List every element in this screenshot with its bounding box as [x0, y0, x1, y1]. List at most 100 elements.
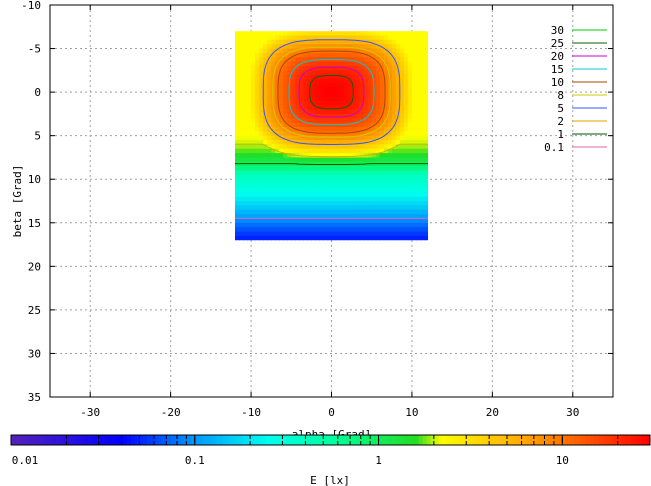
heat-cell [371, 192, 377, 198]
heat-cell [419, 209, 425, 215]
heat-cell [275, 44, 280, 50]
heat-cell [251, 218, 256, 224]
heat-cell [319, 96, 325, 102]
heat-cell [255, 126, 260, 132]
heat-cell [331, 113, 337, 119]
heat-cell [403, 157, 409, 163]
heat-cell [419, 170, 425, 176]
heat-cell [375, 122, 381, 128]
heat-cell [383, 222, 389, 228]
heat-cell [355, 218, 361, 224]
heat-cell [387, 227, 393, 233]
heat-cell [355, 92, 361, 98]
heat-cell [247, 92, 252, 98]
heat-cell [367, 100, 373, 106]
x-tick-label: 30 [566, 406, 579, 419]
heat-cell [375, 170, 381, 176]
heat-cell [375, 74, 381, 80]
heat-cell [291, 170, 296, 176]
heat-cell [379, 231, 385, 237]
heat-cell [395, 222, 401, 228]
heat-cell [267, 231, 272, 237]
heat-cell [234, 148, 240, 154]
heat-cell [283, 235, 288, 241]
heat-cell [239, 166, 244, 172]
heat-cell [351, 96, 357, 102]
heat-cell [303, 83, 308, 89]
heat-cell [311, 79, 317, 84]
heat-cell [399, 61, 405, 67]
heat-cell [283, 153, 288, 159]
heat-cell [315, 52, 321, 58]
heat-cell [411, 144, 417, 150]
heat-cell [259, 79, 264, 84]
heat-cell [359, 148, 365, 154]
heat-cell [283, 109, 288, 115]
heat-cell [339, 126, 345, 132]
heat-cell [367, 35, 373, 41]
colorbar-segment [86, 435, 92, 445]
heat-cell [275, 231, 280, 237]
heat-cell [411, 52, 417, 58]
colorbar-segment [166, 435, 172, 445]
heat-cell [259, 135, 264, 141]
colorbar-segment [566, 435, 571, 445]
heat-cell [291, 57, 296, 63]
heat-cell [327, 183, 333, 189]
heat-cell [247, 48, 252, 54]
heat-cell [415, 100, 421, 106]
heat-cell [363, 214, 369, 220]
heat-cell [243, 126, 248, 132]
heat-cell [351, 227, 357, 233]
heat-cell [279, 96, 284, 102]
heat-cell [239, 135, 244, 141]
heat-cell [275, 122, 280, 128]
heat-cell [259, 96, 264, 102]
heat-cell [343, 196, 349, 202]
colorbar-segment [162, 435, 168, 445]
heat-cell [251, 74, 256, 80]
heat-cell [255, 209, 260, 215]
heat-cell [234, 39, 240, 45]
heat-cell [403, 31, 409, 37]
heat-cell [347, 205, 353, 211]
heat-cell [323, 87, 329, 93]
heat-cell [399, 44, 405, 50]
heat-cell [287, 235, 292, 241]
heat-cell [271, 140, 276, 145]
heat-cell [271, 83, 276, 89]
heat-cell [403, 70, 409, 76]
heat-cell [339, 214, 345, 220]
heat-cell [403, 174, 409, 180]
heat-cell [239, 35, 244, 41]
heat-cell [363, 227, 369, 233]
heat-cell [319, 52, 325, 58]
heat-cell [239, 105, 244, 111]
heat-cell [419, 153, 425, 159]
heat-cell [299, 235, 304, 241]
colorbar-segment [590, 435, 595, 445]
heat-cell [379, 96, 385, 102]
heat-cell [343, 52, 349, 58]
heat-cell [395, 100, 401, 106]
heat-cell [395, 44, 401, 50]
heat-cell [415, 83, 421, 89]
heat-cell [315, 187, 321, 193]
heat-cell [323, 179, 329, 185]
heat-cell [383, 205, 389, 211]
heat-cell [367, 218, 373, 224]
heat-cell [367, 61, 373, 67]
heat-cell [403, 105, 409, 111]
heat-cell [267, 179, 272, 185]
heat-cell [255, 65, 260, 71]
heat-cell [287, 153, 292, 159]
heat-cell [367, 231, 373, 237]
heat-cell [327, 153, 333, 159]
heat-cell [403, 227, 409, 233]
heat-cell [303, 153, 308, 159]
heat-cell [267, 79, 272, 84]
heat-cell [303, 227, 308, 233]
heat-cell [287, 218, 292, 224]
heat-cell [399, 179, 405, 185]
heat-cell [247, 44, 252, 50]
